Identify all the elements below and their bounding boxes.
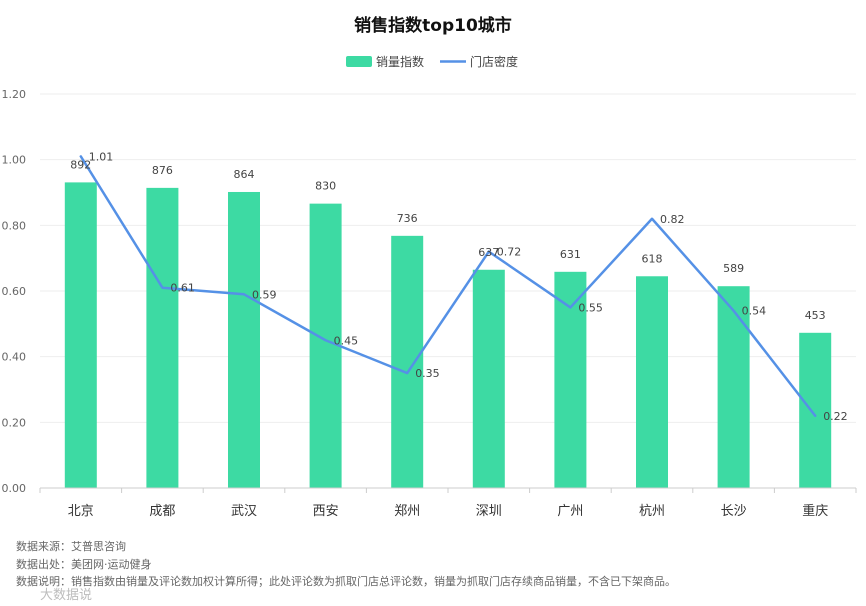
legend: 销量指数 门店密度 — [346, 54, 518, 69]
footer-origin: 数据出处：美团网·运动健身 — [16, 558, 152, 571]
line-series — [79, 155, 817, 418]
legend-line-label: 门店密度 — [470, 54, 518, 69]
bar[interactable] — [146, 187, 179, 488]
bar[interactable] — [717, 286, 750, 488]
bar-value-label: 589 — [723, 262, 744, 275]
bar[interactable] — [799, 332, 832, 488]
bar[interactable] — [64, 182, 97, 488]
y-tick-label: 1.00 — [2, 154, 27, 167]
y-axis: 0.00 0.20 0.40 0.60 0.80 1.00 1.20 — [2, 88, 27, 495]
bar-value-label: 892 — [70, 158, 91, 171]
y-tick-label: 0.00 — [2, 482, 27, 495]
bar[interactable] — [636, 276, 668, 488]
line-path[interactable] — [79, 155, 817, 418]
bar-value-label: 618 — [642, 252, 663, 265]
legend-item-bar[interactable]: 销量指数 — [346, 54, 424, 69]
line-value-label: 0.61 — [170, 282, 195, 295]
chart-title: 销售指数top10城市 — [354, 15, 512, 36]
line-value-label: 0.22 — [823, 410, 848, 423]
line-value-label: 0.55 — [578, 301, 603, 314]
x-tick-label: 杭州 — [639, 504, 665, 519]
footer-note: 数据说明：销售指数由销量及评论数加权计算所得；此处评论数为抓取门店总评论数，销量… — [16, 575, 676, 588]
x-tick-label: 广州 — [557, 504, 583, 519]
bar-value-label: 830 — [315, 180, 336, 193]
bar[interactable] — [391, 235, 424, 488]
x-tick-label: 西安 — [313, 504, 339, 519]
footer-source: 数据来源：艾普思咨询 — [16, 540, 126, 553]
y-tick-label: 1.20 — [2, 88, 27, 101]
x-axis: 北京 成都 武汉 西安 郑州 深圳 广州 杭州 长沙 重庆 — [39, 487, 857, 519]
bar-data-labels: 892 876 864 830 736 637 631 618 589 453 — [70, 158, 825, 321]
x-tick-label: 深圳 — [476, 504, 502, 519]
line-value-label: 0.59 — [252, 288, 277, 301]
line-value-label: 0.82 — [660, 213, 685, 226]
y-tick-label: 0.20 — [2, 416, 27, 429]
bars — [64, 182, 832, 489]
x-tick-label: 武汉 — [231, 504, 257, 519]
line-value-label: 0.54 — [742, 305, 767, 318]
bar-value-label: 864 — [234, 168, 255, 181]
line-value-label: 0.45 — [334, 334, 359, 347]
bar-value-label: 876 — [152, 164, 173, 177]
line-data-labels: 1.01 0.61 0.59 0.45 0.35 0.72 0.55 0.82 0.54 0.22 — [89, 150, 848, 422]
bar[interactable] — [228, 191, 260, 488]
x-tick-label: 长沙 — [721, 504, 747, 519]
x-tick-label: 成都 — [149, 504, 175, 519]
bar[interactable] — [472, 269, 505, 488]
line-value-label: 0.35 — [415, 367, 440, 380]
y-tick-label: 0.60 — [2, 285, 27, 298]
footer-brand: 大数据说 — [40, 588, 93, 603]
legend-item-line[interactable]: 门店密度 — [440, 54, 518, 69]
bar-value-label: 637 — [478, 246, 499, 259]
bar-value-label: 631 — [560, 248, 581, 261]
y-tick-label: 0.80 — [2, 219, 27, 232]
bar-value-label: 736 — [397, 212, 418, 225]
legend-bar-label: 销量指数 — [376, 54, 424, 69]
x-tick-label: 郑州 — [394, 504, 420, 519]
line-value-label: 0.72 — [497, 246, 522, 259]
legend-bar-swatch — [346, 56, 372, 67]
y-tick-label: 0.40 — [2, 351, 27, 364]
x-tick-label: 重庆 — [802, 503, 828, 519]
bar-value-label: 453 — [805, 309, 826, 322]
line-value-label: 1.01 — [89, 150, 114, 163]
chart: 销售指数top10城市 销量指数 门店密度 0.000.200.400.600.… — [2, 15, 857, 519]
x-tick-label: 北京 — [68, 504, 94, 519]
